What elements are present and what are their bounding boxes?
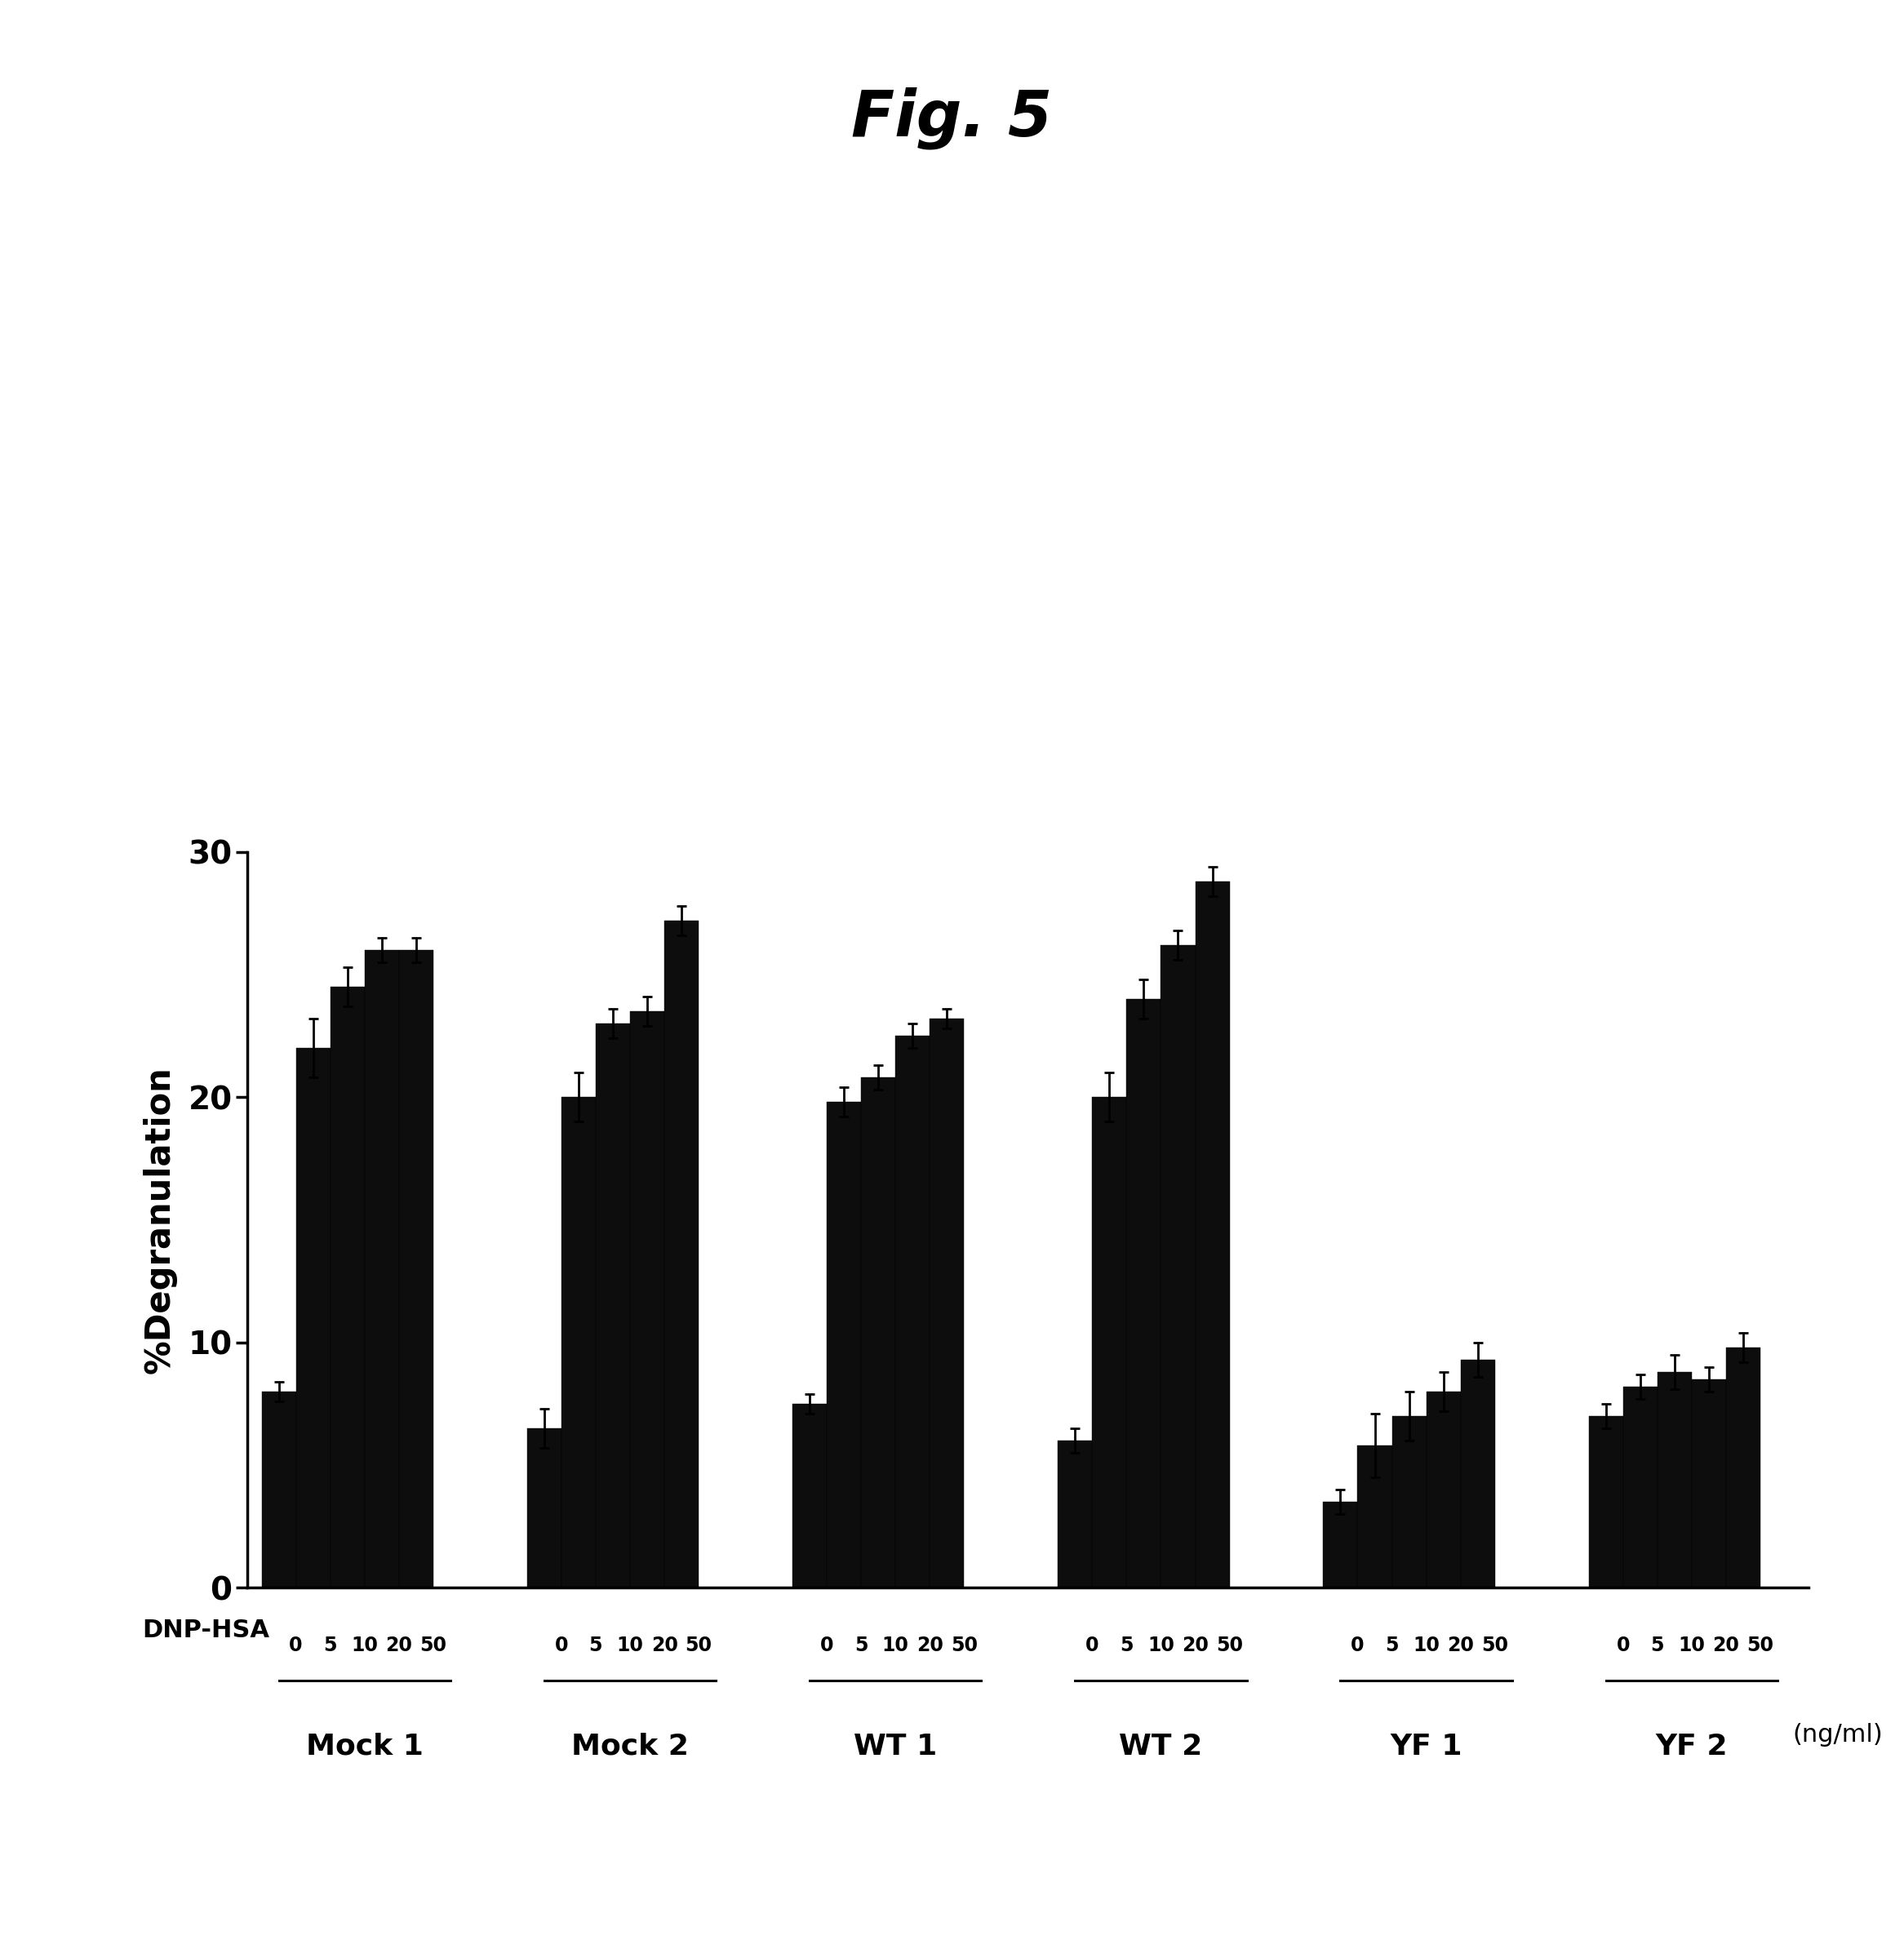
Text: 50: 50 bbox=[421, 1636, 447, 1655]
Bar bbox=[826, 1102, 861, 1588]
Text: WT 1: WT 1 bbox=[853, 1733, 937, 1760]
Y-axis label: %Degranulation: %Degranulation bbox=[143, 1067, 177, 1373]
Text: Mock 1: Mock 1 bbox=[307, 1733, 423, 1760]
Bar bbox=[1588, 1415, 1622, 1588]
Text: WT 2: WT 2 bbox=[1120, 1733, 1203, 1760]
Bar bbox=[261, 1392, 295, 1588]
Text: 20: 20 bbox=[916, 1636, 942, 1655]
Text: 0: 0 bbox=[1616, 1636, 1630, 1655]
Text: 50: 50 bbox=[685, 1636, 712, 1655]
Text: Mock 2: Mock 2 bbox=[571, 1733, 689, 1760]
Text: 0: 0 bbox=[289, 1636, 303, 1655]
Bar bbox=[630, 1011, 664, 1588]
Bar bbox=[1656, 1373, 1693, 1588]
Bar bbox=[366, 951, 400, 1588]
Bar bbox=[527, 1429, 562, 1588]
Text: 50: 50 bbox=[1481, 1636, 1508, 1655]
Text: 0: 0 bbox=[1085, 1636, 1099, 1655]
Bar bbox=[929, 1018, 963, 1588]
Bar bbox=[792, 1404, 826, 1588]
Text: 50: 50 bbox=[950, 1636, 977, 1655]
Bar bbox=[295, 1047, 329, 1588]
Bar bbox=[1460, 1359, 1495, 1588]
Bar bbox=[1358, 1446, 1392, 1588]
Text: 10: 10 bbox=[1677, 1636, 1706, 1655]
Bar bbox=[1392, 1415, 1426, 1588]
Text: 0: 0 bbox=[821, 1636, 834, 1655]
Text: 20: 20 bbox=[1447, 1636, 1474, 1655]
Bar bbox=[895, 1036, 929, 1588]
Bar bbox=[562, 1098, 596, 1588]
Bar bbox=[329, 987, 366, 1588]
Text: 10: 10 bbox=[1413, 1636, 1439, 1655]
Text: 20: 20 bbox=[651, 1636, 678, 1655]
Bar bbox=[1622, 1386, 1656, 1588]
Text: 20: 20 bbox=[1182, 1636, 1209, 1655]
Text: 0: 0 bbox=[554, 1636, 567, 1655]
Bar bbox=[1161, 945, 1196, 1588]
Bar bbox=[1093, 1098, 1127, 1588]
Text: 5: 5 bbox=[588, 1636, 602, 1655]
Bar bbox=[1323, 1502, 1358, 1588]
Text: 5: 5 bbox=[324, 1636, 337, 1655]
Text: 5: 5 bbox=[1386, 1636, 1399, 1655]
Text: DNP-HSA: DNP-HSA bbox=[143, 1618, 268, 1642]
Bar bbox=[1127, 999, 1161, 1588]
Text: 0: 0 bbox=[1350, 1636, 1365, 1655]
Text: 5: 5 bbox=[1120, 1636, 1133, 1655]
Bar bbox=[596, 1024, 630, 1588]
Text: YF 2: YF 2 bbox=[1656, 1733, 1727, 1760]
Text: 20: 20 bbox=[385, 1636, 413, 1655]
Text: 50: 50 bbox=[1748, 1636, 1775, 1655]
Bar bbox=[400, 951, 434, 1588]
Bar bbox=[1426, 1392, 1460, 1588]
Text: 10: 10 bbox=[882, 1636, 908, 1655]
Bar bbox=[1727, 1347, 1761, 1588]
Text: 10: 10 bbox=[1148, 1636, 1175, 1655]
Text: YF 1: YF 1 bbox=[1390, 1733, 1462, 1760]
Bar bbox=[1691, 1378, 1727, 1588]
Text: 5: 5 bbox=[855, 1636, 868, 1655]
Text: 10: 10 bbox=[617, 1636, 644, 1655]
Text: (ng/ml): (ng/ml) bbox=[1794, 1723, 1883, 1746]
Bar bbox=[861, 1078, 895, 1588]
Text: 50: 50 bbox=[1217, 1636, 1243, 1655]
Text: 20: 20 bbox=[1712, 1636, 1740, 1655]
Text: 10: 10 bbox=[350, 1636, 379, 1655]
Text: Fig. 5: Fig. 5 bbox=[851, 87, 1053, 149]
Bar bbox=[664, 920, 699, 1588]
Bar bbox=[1196, 881, 1230, 1588]
Text: 5: 5 bbox=[1651, 1636, 1664, 1655]
Bar bbox=[1059, 1440, 1093, 1588]
